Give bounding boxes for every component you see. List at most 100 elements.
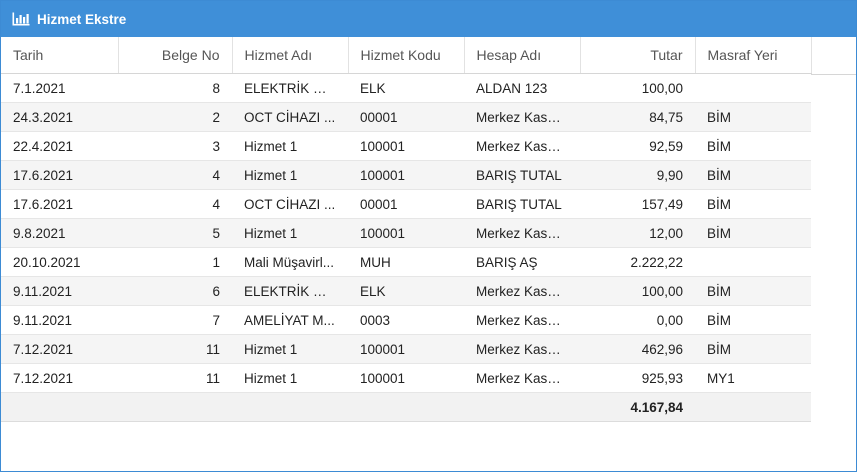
cell-masraf-yeri[interactable]: BİM: [695, 276, 811, 306]
cell-hesap-adi[interactable]: Merkez Kasa ...: [464, 276, 580, 306]
cell-tarih[interactable]: 22.4.2021: [1, 131, 118, 161]
cell-hizmet-kodu[interactable]: 100001: [348, 131, 464, 161]
summary-total: 4.167,84: [580, 392, 695, 422]
cell-masraf-yeri[interactable]: BİM: [695, 189, 811, 219]
summary-cell: [118, 392, 232, 422]
cell-hizmet-kodu[interactable]: 100001: [348, 334, 464, 364]
cell-tarih[interactable]: 9.11.2021: [1, 276, 118, 306]
cell-belge-no[interactable]: 2: [118, 102, 232, 132]
cell-tarih[interactable]: 7.12.2021: [1, 363, 118, 393]
cell-hesap-adi[interactable]: BARIŞ TUTAL: [464, 160, 580, 190]
cell-belge-no[interactable]: 6: [118, 276, 232, 306]
cell-masraf-yeri[interactable]: [695, 73, 811, 103]
cell-hesap-adi[interactable]: Merkez Kasa ...: [464, 305, 580, 335]
cell-hizmet-adi[interactable]: ELEKTRİK Gİ...: [232, 73, 348, 103]
cell-hizmet-kodu[interactable]: 00001: [348, 102, 464, 132]
cell-tarih[interactable]: 24.3.2021: [1, 102, 118, 132]
cell-belge-no[interactable]: 1: [118, 247, 232, 277]
column-header-masraf-yeri[interactable]: Masraf Yeri: [695, 37, 812, 74]
cell-masraf-yeri[interactable]: BİM: [695, 131, 811, 161]
cell-tutar[interactable]: 92,59: [580, 131, 695, 161]
cell-hesap-adi[interactable]: Merkez Kasa ...: [464, 102, 580, 132]
cell-hizmet-kodu[interactable]: ELK: [348, 73, 464, 103]
column-header-hizmet-kodu[interactable]: Hizmet Kodu: [348, 37, 465, 74]
cell-belge-no[interactable]: 8: [118, 73, 232, 103]
cell-tutar[interactable]: 9,90: [580, 160, 695, 190]
cell-tutar[interactable]: 100,00: [580, 73, 695, 103]
cell-hizmet-adi[interactable]: Hizmet 1: [232, 363, 348, 393]
cell-tutar[interactable]: 2.222,22: [580, 247, 695, 277]
cell-tutar[interactable]: 0,00: [580, 305, 695, 335]
cell-hizmet-adi[interactable]: Hizmet 1: [232, 160, 348, 190]
cell-hizmet-kodu[interactable]: 00001: [348, 189, 464, 219]
cell-hizmet-kodu[interactable]: 100001: [348, 363, 464, 393]
cell-hesap-adi[interactable]: Merkez Kasa ...: [464, 363, 580, 393]
cell-tutar[interactable]: 157,49: [580, 189, 695, 219]
cell-tutar[interactable]: 84,75: [580, 102, 695, 132]
table-row[interactable]: 17.6.2021 4 Hizmet 1 100001 BARIŞ TUTAL 9,90 B…: [1, 160, 811, 190]
cell-hizmet-adi[interactable]: OCT CİHAZI ...: [232, 189, 348, 219]
cell-tarih[interactable]: 7.1.2021: [1, 73, 118, 103]
cell-belge-no[interactable]: 4: [118, 189, 232, 219]
cell-hizmet-adi[interactable]: AMELİYAT M...: [232, 305, 348, 335]
cell-tarih[interactable]: 9.8.2021: [1, 218, 118, 248]
cell-belge-no[interactable]: 5: [118, 218, 232, 248]
cell-tutar[interactable]: 12,00: [580, 218, 695, 248]
table-row[interactable]: 7.1.2021 8 ELEKTRİK Gİ... ELK ALDAN 123 100,0…: [1, 73, 811, 103]
cell-hesap-adi[interactable]: Merkez Kasa ...: [464, 131, 580, 161]
cell-hizmet-kodu[interactable]: ELK: [348, 276, 464, 306]
column-header-hesap-adi[interactable]: Hesap Adı: [464, 37, 581, 74]
table-row[interactable]: 9.11.2021 7 AMELİYAT M... 0003 Merkez Kasa .…: [1, 305, 811, 335]
cell-masraf-yeri[interactable]: BİM: [695, 218, 811, 248]
column-header-hizmet-adi[interactable]: Hizmet Adı: [232, 37, 349, 74]
cell-belge-no[interactable]: 4: [118, 160, 232, 190]
cell-hesap-adi[interactable]: ALDAN 123: [464, 73, 580, 103]
cell-hizmet-adi[interactable]: Hizmet 1: [232, 218, 348, 248]
cell-hizmet-kodu[interactable]: 100001: [348, 160, 464, 190]
cell-belge-no[interactable]: 11: [118, 363, 232, 393]
column-header-tarih[interactable]: Tarih: [1, 37, 119, 74]
cell-hesap-adi[interactable]: Merkez Kasa ...: [464, 218, 580, 248]
cell-masraf-yeri[interactable]: BİM: [695, 160, 811, 190]
table-row[interactable]: 22.4.2021 3 Hizmet 1 100001 Merkez Kasa ... 9…: [1, 131, 811, 161]
cell-hizmet-kodu[interactable]: 100001: [348, 218, 464, 248]
cell-hesap-adi[interactable]: BARIŞ AŞ: [464, 247, 580, 277]
cell-tarih[interactable]: 17.6.2021: [1, 160, 118, 190]
cell-hesap-adi[interactable]: BARIŞ TUTAL: [464, 189, 580, 219]
cell-masraf-yeri[interactable]: BİM: [695, 305, 811, 335]
summary-cell: [695, 392, 811, 422]
cell-masraf-yeri[interactable]: BİM: [695, 334, 811, 364]
table-row[interactable]: 17.6.2021 4 OCT CİHAZI ... 00001 BARIŞ TUTAL…: [1, 189, 811, 219]
cell-tarih[interactable]: 20.10.2021: [1, 247, 118, 277]
cell-hesap-adi[interactable]: Merkez Kasa ...: [464, 334, 580, 364]
cell-hizmet-adi[interactable]: ELEKTRİK Gİ...: [232, 276, 348, 306]
cell-tutar[interactable]: 925,93: [580, 363, 695, 393]
table-row[interactable]: 9.8.2021 5 Hizmet 1 100001 Merkez Kasa ... 12…: [1, 218, 811, 248]
table-row[interactable]: 9.11.2021 6 ELEKTRİK Gİ... ELK Merkez Kasa .…: [1, 276, 811, 306]
cell-hizmet-adi[interactable]: OCT CİHAZI ...: [232, 102, 348, 132]
cell-hizmet-adi[interactable]: Hizmet 1: [232, 131, 348, 161]
cell-hizmet-adi[interactable]: Mali Müşavirl...: [232, 247, 348, 277]
cell-masraf-yeri[interactable]: [695, 247, 811, 277]
cell-belge-no[interactable]: 3: [118, 131, 232, 161]
cell-belge-no[interactable]: 11: [118, 334, 232, 364]
cell-masraf-yeri[interactable]: MY1: [695, 363, 811, 393]
cell-hizmet-kodu[interactable]: MUH: [348, 247, 464, 277]
cell-tutar[interactable]: 100,00: [580, 276, 695, 306]
cell-hizmet-kodu[interactable]: 0003: [348, 305, 464, 335]
column-header-belge-no[interactable]: Belge No: [118, 37, 233, 74]
cell-hizmet-adi[interactable]: Hizmet 1: [232, 334, 348, 364]
header-filler: [811, 38, 856, 75]
table-row[interactable]: 7.12.2021 11 Hizmet 1 100001 Merkez Kasa ...…: [1, 363, 811, 393]
cell-belge-no[interactable]: 7: [118, 305, 232, 335]
cell-tarih[interactable]: 9.11.2021: [1, 305, 118, 335]
cell-tarih[interactable]: 17.6.2021: [1, 189, 118, 219]
table-row[interactable]: 7.12.2021 11 Hizmet 1 100001 Merkez Kasa ...…: [1, 334, 811, 364]
bar-chart-icon: [12, 12, 30, 26]
cell-masraf-yeri[interactable]: BİM: [695, 102, 811, 132]
cell-tutar[interactable]: 462,96: [580, 334, 695, 364]
column-header-tutar[interactable]: Tutar: [580, 37, 696, 74]
cell-tarih[interactable]: 7.12.2021: [1, 334, 118, 364]
table-row[interactable]: 24.3.2021 2 OCT CİHAZI ... 00001 Merkez Kasa…: [1, 102, 811, 132]
table-row[interactable]: 20.10.2021 1 Mali Müşavirl... MUH BARIŞ AŞ 2.…: [1, 247, 811, 277]
